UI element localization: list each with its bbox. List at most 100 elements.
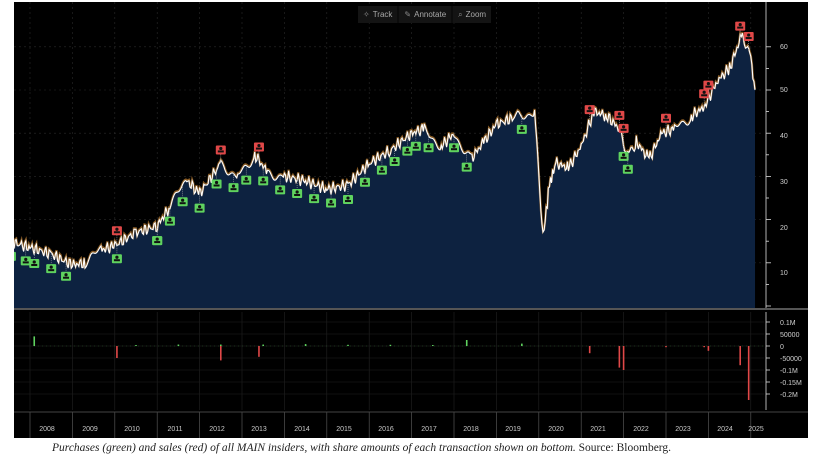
year-label: 2023 (675, 426, 691, 433)
figure-caption: Purchases (green) and sales (red) of all… (52, 442, 671, 454)
sale-marker[interactable] (661, 113, 671, 123)
purchase-marker[interactable] (20, 256, 31, 266)
sale-marker[interactable] (743, 32, 754, 42)
purchase-marker[interactable] (177, 197, 188, 207)
volume-bar (747, 346, 750, 400)
purchase-marker[interactable] (152, 236, 163, 246)
volume-bar (703, 346, 705, 348)
purchase-marker[interactable] (359, 177, 370, 187)
volume-tick-0.1M: 0.1M (780, 320, 796, 327)
magnifier-icon: ⌕ (458, 9, 463, 19)
year-label: 2020 (548, 426, 564, 433)
track-label: Track (372, 10, 393, 19)
purchase-marker[interactable] (618, 151, 629, 161)
purchase-marker[interactable] (61, 271, 72, 281)
year-label: 2024 (717, 426, 733, 433)
purchase-marker[interactable] (343, 195, 353, 205)
purchase-marker[interactable] (516, 124, 527, 134)
purchase-marker[interactable] (275, 185, 286, 195)
pencil-icon: ✎ (404, 10, 412, 19)
caption-source: Source: Bloomberg. (575, 442, 672, 454)
year-label: 2019 (505, 426, 521, 433)
purchase-marker[interactable] (410, 141, 421, 151)
year-label: 2011 (167, 426, 183, 433)
volume-bar (389, 344, 392, 346)
year-label: 2016 (378, 426, 394, 433)
purchase-marker[interactable] (309, 194, 320, 204)
track-button[interactable]: ✧ Track (358, 6, 398, 23)
purchase-marker[interactable] (258, 176, 269, 186)
year-label: 2025 (748, 426, 764, 433)
annotate-button[interactable]: ✎ Annotate (399, 6, 452, 23)
zoom-button[interactable]: ⌕ Zoom (453, 6, 492, 23)
price-tick-20: 20 (780, 225, 788, 232)
volume-bar (521, 343, 523, 346)
purchase-marker[interactable] (389, 157, 400, 167)
sale-marker[interactable] (253, 142, 264, 152)
year-label: 2022 (633, 426, 649, 433)
purchase-marker[interactable] (164, 216, 175, 226)
price-tick-60: 60 (780, 44, 788, 51)
volume-bar (220, 346, 222, 361)
purchase-marker[interactable] (211, 179, 222, 189)
year-label: 2018 (463, 426, 479, 433)
crosshair-icon: ✧ (363, 10, 370, 19)
purchase-marker[interactable] (241, 175, 252, 185)
year-label: 2021 (590, 426, 606, 433)
volume-bar (262, 344, 264, 346)
volume-bar (465, 340, 468, 346)
purchase-marker[interactable] (402, 146, 413, 156)
purchase-marker[interactable] (14, 251, 16, 261)
purchase-marker[interactable] (423, 143, 434, 153)
volume-tick-0: 0 (780, 344, 784, 351)
purchase-marker[interactable] (111, 254, 122, 264)
chart-toolbar: ✧ Track ✎ Annotate ⌕ Zoom (358, 6, 492, 23)
volume-bar (220, 344, 222, 346)
zoom-label: Zoom (465, 10, 487, 19)
sale-marker[interactable] (614, 110, 625, 120)
volume-bar (432, 345, 434, 346)
purchase-marker[interactable] (326, 198, 337, 208)
volume-bar (739, 346, 741, 366)
purchase-marker[interactable] (292, 188, 303, 198)
price-tick-50: 50 (780, 87, 788, 94)
volume-bar (618, 346, 621, 368)
sale-marker[interactable] (735, 21, 746, 31)
volume-bar (177, 344, 180, 346)
volume-bar (347, 344, 349, 346)
price-tick-10: 10 (780, 270, 788, 277)
purchase-marker[interactable] (46, 264, 57, 274)
purchase-marker[interactable] (29, 258, 40, 268)
price-chart[interactable] (14, 2, 808, 438)
volume-tick-neg50000: -50000 (780, 356, 802, 363)
year-label: 2014 (294, 426, 310, 433)
sale-marker[interactable] (584, 105, 595, 115)
volume-tick-neg0.2M: -0.2M (780, 392, 798, 399)
chart-frame: ✧ Track ✎ Annotate ⌕ Zoom 60 50 40 30 20… (14, 2, 808, 438)
volume-bar (304, 344, 307, 346)
purchase-marker[interactable] (194, 203, 205, 213)
purchase-marker[interactable] (228, 183, 239, 193)
year-label: 2010 (124, 426, 140, 433)
volume-tick-neg0.15M: -0.15M (780, 380, 802, 387)
year-label: 2008 (39, 426, 55, 433)
sale-marker[interactable] (111, 226, 122, 236)
volume-bar (33, 336, 36, 346)
year-label: 2013 (251, 426, 267, 433)
caption-text: Purchases (green) and sales (red) of all… (52, 442, 576, 454)
year-label: 2012 (209, 426, 225, 433)
sale-marker[interactable] (703, 80, 714, 90)
volume-tick-neg0.1M: -0.1M (780, 368, 798, 375)
sale-marker[interactable] (618, 123, 629, 133)
year-label: 2017 (421, 426, 437, 433)
volume-bar (622, 346, 625, 370)
purchase-marker[interactable] (376, 165, 387, 175)
year-label: 2015 (336, 426, 352, 433)
sale-marker[interactable] (699, 89, 710, 99)
purchase-marker[interactable] (449, 143, 459, 153)
purchase-marker[interactable] (461, 162, 472, 172)
purchase-marker[interactable] (622, 164, 633, 174)
sale-marker[interactable] (215, 145, 226, 155)
year-label: 2009 (82, 426, 98, 433)
volume-bar (135, 345, 137, 346)
